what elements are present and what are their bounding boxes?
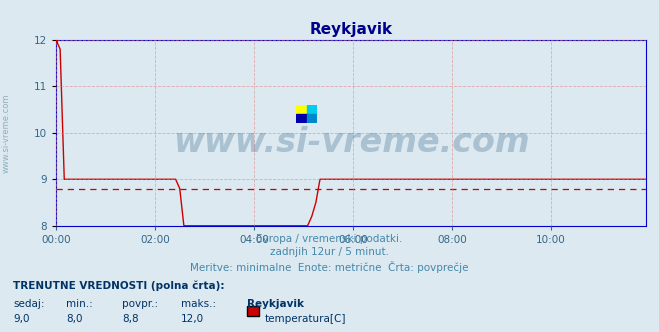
Text: Meritve: minimalne  Enote: metrične  Črta: povprečje: Meritve: minimalne Enote: metrične Črta:… <box>190 261 469 273</box>
Text: povpr.:: povpr.: <box>122 299 158 309</box>
Text: min.:: min.: <box>66 299 93 309</box>
Text: 8,0: 8,0 <box>66 314 82 324</box>
Text: Evropa / vremenski podatki.: Evropa / vremenski podatki. <box>256 234 403 244</box>
Text: zadnjih 12ur / 5 minut.: zadnjih 12ur / 5 minut. <box>270 247 389 257</box>
Text: Reykjavik: Reykjavik <box>247 299 304 309</box>
Text: 12,0: 12,0 <box>181 314 204 324</box>
Text: www.si-vreme.com: www.si-vreme.com <box>2 93 11 173</box>
Text: TRENUTNE VREDNOSTI (polna črta):: TRENUTNE VREDNOSTI (polna črta): <box>13 281 225 291</box>
Bar <box>296 105 306 114</box>
Title: Reykjavik: Reykjavik <box>309 22 393 37</box>
Bar <box>306 114 317 123</box>
Bar <box>306 105 317 114</box>
Text: www.si-vreme.com: www.si-vreme.com <box>173 125 529 159</box>
Text: 8,8: 8,8 <box>122 314 138 324</box>
Text: 9,0: 9,0 <box>13 314 30 324</box>
Text: sedaj:: sedaj: <box>13 299 45 309</box>
Text: maks.:: maks.: <box>181 299 216 309</box>
Bar <box>296 114 306 123</box>
Text: temperatura[C]: temperatura[C] <box>265 314 347 324</box>
